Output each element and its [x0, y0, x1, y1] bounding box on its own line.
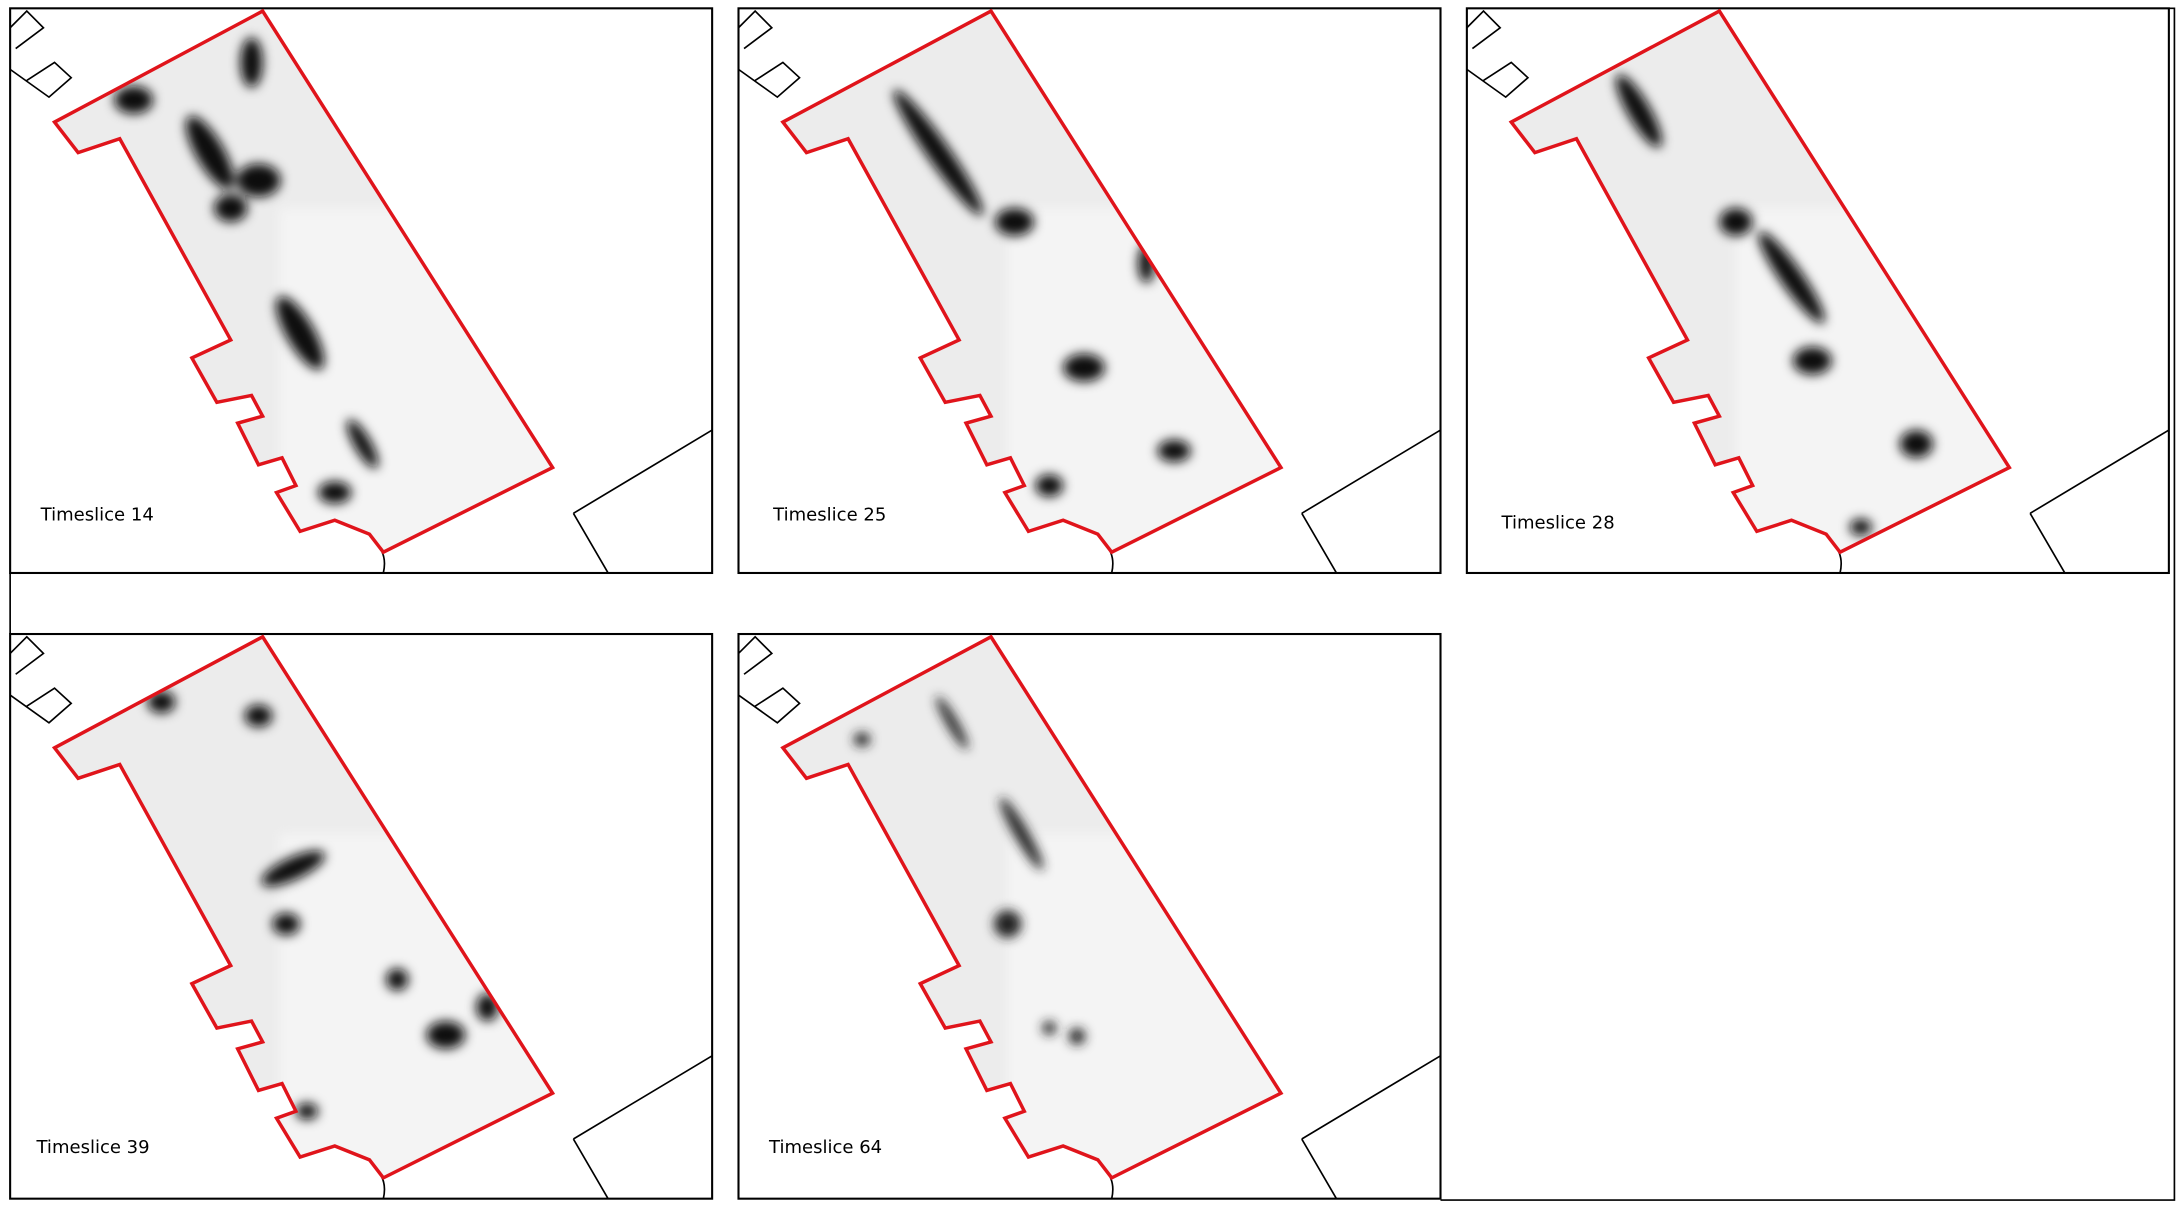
figure: Timeslice 14 Timeslice 25 Timeslice 28: [0, 0, 2179, 1207]
panel-label: Timeslice 14: [40, 504, 154, 525]
panel: Timeslice 14: [2, 0, 712, 583]
panel: Timeslice 28: [1459, 0, 2169, 583]
panel-label: Timeslice 25: [772, 504, 886, 525]
panel-label: Timeslice 39: [35, 1137, 149, 1158]
page: {"panels": [ {"label": "Timeslice 14"}, …: [0, 0, 2179, 1207]
panel: Timeslice 25: [730, 0, 1440, 583]
panel: Timeslice 64: [730, 626, 1440, 1207]
panel-label: Timeslice 64: [768, 1137, 882, 1158]
panel: Timeslice 39: [2, 626, 712, 1207]
panel-label: Timeslice 28: [1501, 513, 1615, 534]
